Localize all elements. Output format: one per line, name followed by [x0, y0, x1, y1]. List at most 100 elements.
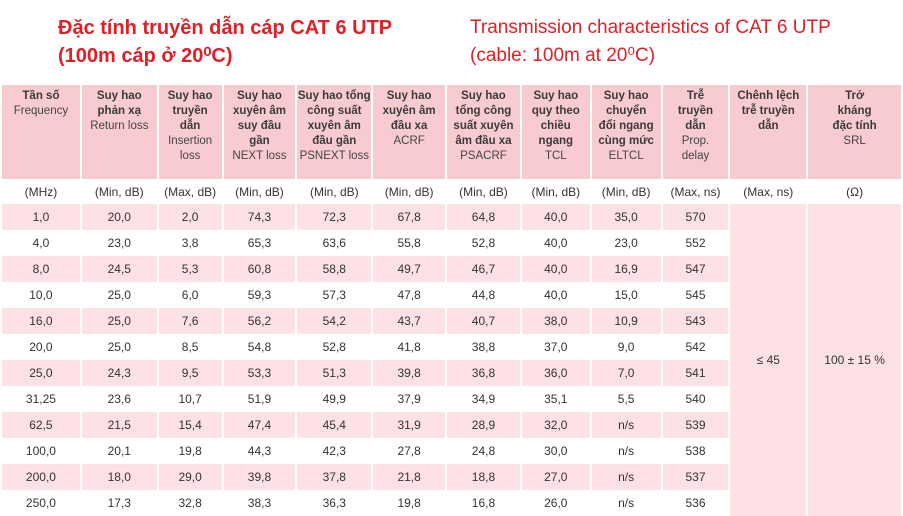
header-en: TCL: [544, 150, 567, 162]
data-cell: 43,7: [371, 308, 448, 334]
data-cell: 28,9: [445, 412, 522, 438]
data-row: 8,0 24,5 5,3 60,8 58,8 49,7 46,7 40,0 16,9 547: [0, 256, 902, 282]
data-cell: 7,0: [589, 360, 663, 386]
data-cell: 38,3: [221, 490, 298, 516]
unit-cell: (Max, ns): [660, 179, 731, 204]
data-cell: 38,0: [519, 308, 592, 334]
data-cell: 537: [660, 464, 731, 490]
unit-cell: (Min, dB): [589, 179, 663, 204]
data-cell: 16,0: [0, 308, 82, 334]
unit-cell: (Min, dB): [519, 179, 592, 204]
data-cell: 552: [660, 230, 731, 256]
header-cell: Trở kháng đặc tính SRL: [806, 85, 903, 179]
data-cell: 40,0: [519, 204, 592, 230]
unit-cell: (Min, dB): [221, 179, 298, 204]
unit-cell: (MHz): [0, 179, 82, 204]
data-cell: 36,8: [445, 360, 522, 386]
data-cell: 42,3: [295, 438, 374, 464]
header-cell: Suy hao chuyển đổi ngang cùng mức ELTCL: [589, 85, 663, 179]
data-cell: 3,8: [156, 230, 224, 256]
header-vi: cùng mức: [598, 135, 654, 147]
data-cell: 47,4: [221, 412, 298, 438]
header-vi: xuyên âm: [382, 105, 436, 117]
header-cell: Suy hao xuyên âm suy đầu gần NEXT loss: [221, 85, 298, 179]
data-cell: 34,9: [445, 386, 522, 412]
header-row: Tần số Frequency Suy hao phản xạ Return loss…: [0, 85, 903, 179]
header-vi: đầu gần: [312, 135, 357, 147]
spec-table: Tần số Frequency Suy hao phản xạ Return loss…: [0, 85, 903, 516]
data-cell: 41,8: [371, 334, 448, 360]
data-cell: 52,8: [295, 334, 374, 360]
data-cell: 15,4: [156, 412, 224, 438]
header-en: Return loss: [90, 120, 149, 132]
data-row: 62,5 21,5 15,4 47,4 45,4 31,9 28,9 32,0 n/s 539: [0, 412, 902, 438]
header-en: loss: [179, 150, 201, 162]
header-vi: Chênh lệch: [737, 90, 800, 102]
header-cell: Suy hao xuyên âm đầu xa ACRF: [371, 85, 448, 179]
data-row: 200,0 18,0 29,0 39,8 37,8 21,8 18,8 27,0 n/s 537: [0, 464, 902, 490]
data-cell: 1,0: [0, 204, 82, 230]
data-cell: 37,9: [371, 386, 448, 412]
merged-cell: 100 ± 15 %: [806, 204, 903, 516]
header-vi: Suy hao: [603, 90, 649, 102]
data-cell: 23,6: [79, 386, 159, 412]
data-cell: 46,7: [445, 256, 522, 282]
header-vi: gần: [249, 135, 270, 147]
data-cell: 65,3: [221, 230, 298, 256]
data-cell: 58,8: [295, 256, 374, 282]
merged-cell: ≤ 45: [728, 204, 809, 516]
data-row: 20,0 25,0 8,5 54,8 52,8 41,8 38,8 37,0 9,0 542: [0, 334, 902, 360]
data-cell: 21,5: [79, 412, 159, 438]
data-cell: 7,6: [156, 308, 224, 334]
unit-cell: (Max, dB): [156, 179, 224, 204]
header-vi: Suy hao tổng: [297, 90, 371, 102]
data-cell: 30,0: [519, 438, 592, 464]
data-cell: 27,0: [519, 464, 592, 490]
data-cell: 542: [660, 334, 731, 360]
data-cell: n/s: [589, 490, 663, 516]
data-cell: 39,8: [221, 464, 298, 490]
data-cell: 8,5: [156, 334, 224, 360]
data-cell: 36,3: [295, 490, 374, 516]
header-vi: dẫn: [179, 120, 201, 132]
data-cell: 53,3: [221, 360, 298, 386]
units-row: (MHz) (Min, dB) (Max, dB) (Min, dB) (Min, dB…: [0, 179, 903, 204]
data-cell: 10,9: [589, 308, 663, 334]
header-en: delay: [681, 150, 710, 162]
data-cell: 38,8: [445, 334, 522, 360]
data-cell: 16,8: [445, 490, 522, 516]
data-cell: 40,0: [519, 230, 592, 256]
data-cell: 44,8: [445, 282, 522, 308]
title-line: (cable: 100m at 20⁰C): [470, 45, 656, 66]
data-cell: 545: [660, 282, 731, 308]
data-cell: 59,3: [221, 282, 298, 308]
header-cell: Tần số Frequency: [0, 85, 82, 179]
data-cell: 40,0: [519, 256, 592, 282]
data-row: 16,0 25,0 7,6 56,2 54,2 43,7 40,7 38,0 10,9 543: [0, 308, 902, 334]
data-cell: 570: [660, 204, 731, 230]
header-cell: Suy hao phản xạ Return loss: [79, 85, 159, 179]
data-cell: 63,6: [295, 230, 374, 256]
data-cell: n/s: [589, 412, 663, 438]
header-vi: truyền: [172, 105, 208, 117]
title-line: Transmission characteristics of CAT 6 UT…: [470, 17, 831, 38]
title-vi: Đặc tính truyền dẫn cáp CAT 6 UTP (100m …: [58, 14, 392, 70]
data-cell: 5,5: [589, 386, 663, 412]
data-cell: 24,5: [79, 256, 159, 282]
data-cell: 51,9: [221, 386, 298, 412]
data-cell: 31,25: [0, 386, 82, 412]
data-cell: 5,3: [156, 256, 224, 282]
header-vi: xuyên âm: [232, 105, 286, 117]
header-vi: suy đầu: [237, 120, 282, 132]
data-cell: 547: [660, 256, 731, 282]
data-cell: 60,8: [221, 256, 298, 282]
header-vi: đặc tính: [832, 120, 877, 132]
header-cell: Suy hao tổng công suất xuyên âm đầu xa PSACR…: [445, 85, 522, 179]
data-cell: 62,5: [0, 412, 82, 438]
data-cell: 2,0: [156, 204, 224, 230]
data-cell: 56,2: [221, 308, 298, 334]
data-cell: 20,0: [79, 204, 159, 230]
header-en: PSACRF: [460, 150, 507, 162]
unit-cell: (Min, dB): [445, 179, 522, 204]
header-vi: tổng công: [455, 105, 512, 117]
